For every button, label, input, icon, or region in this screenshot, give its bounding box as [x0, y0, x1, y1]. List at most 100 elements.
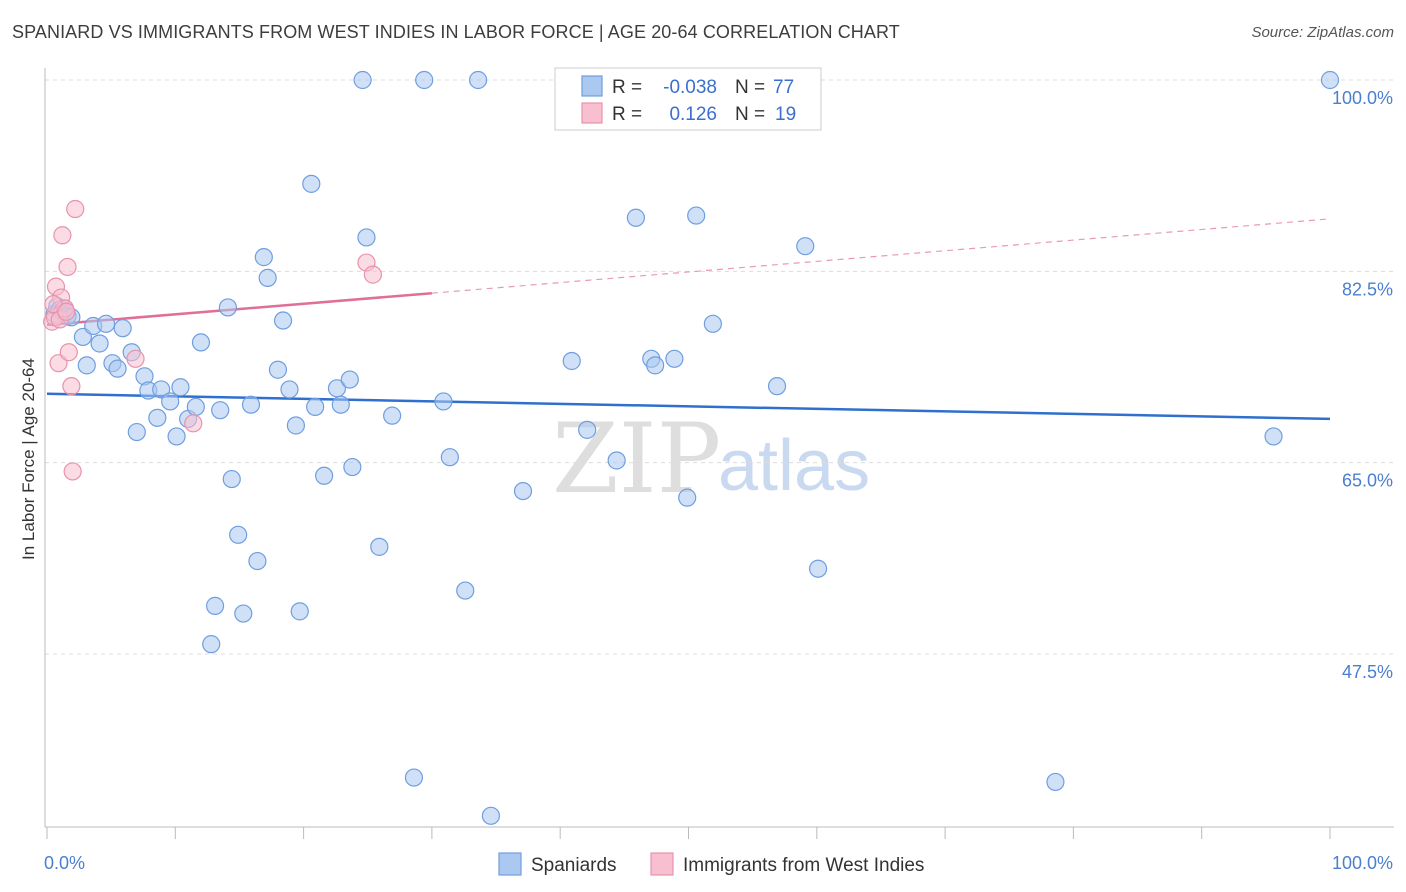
spaniards-point	[127, 422, 146, 442]
spaniards-point	[646, 356, 665, 375]
spaniards-point	[248, 551, 267, 571]
legend-n-label-1: N =	[735, 77, 765, 98]
spaniards-point	[222, 469, 241, 489]
west-indies-point	[58, 257, 77, 277]
spaniards-point	[254, 248, 273, 267]
legend-n-label-2: N =	[735, 104, 765, 125]
spaniards-point	[357, 228, 376, 247]
spaniards-point	[404, 768, 424, 787]
west-indies-point	[63, 462, 82, 481]
legend-r-label-1: R =	[612, 77, 642, 98]
y-tick-label: 47.5%	[1342, 662, 1393, 682]
series-legend-swatch-spaniards	[498, 852, 522, 876]
spaniards-point	[468, 70, 488, 90]
legend-r-value-1: -0.038	[663, 77, 717, 98]
west-indies-point	[62, 377, 81, 396]
west-indies-points	[43, 199, 382, 481]
y-tick-labels: 47.5% 65.0% 82.5% 100.0%	[1332, 88, 1393, 682]
legend-n-value-1: 77	[773, 77, 794, 98]
legend-r-label-2: R =	[612, 104, 642, 125]
spaniards-point	[703, 314, 722, 333]
spaniards-point	[306, 397, 325, 417]
spaniards-point	[562, 351, 581, 371]
stats-legend: R = -0.038 N = 77 R = 0.126 N = 19	[554, 67, 822, 131]
west-indies-point	[59, 343, 78, 362]
spaniards-point	[302, 174, 321, 193]
west-indies-point	[66, 199, 85, 219]
spaniards-point	[383, 406, 402, 425]
spaniards-point	[665, 349, 684, 368]
y-axis-label: In Labor Force | Age 20-64	[19, 358, 38, 560]
series-legend-label-spaniards: Spaniards	[531, 855, 617, 876]
series-legend-label-west-indies: Immigrants from West Indies	[683, 855, 924, 876]
spaniards-point	[678, 488, 697, 507]
spaniards-point	[273, 311, 293, 330]
spaniards-point	[796, 237, 815, 256]
trend-line-west-indies-projection	[431, 218, 1331, 294]
y-tick-label: 82.5%	[1342, 279, 1393, 299]
spaniards-point	[1320, 70, 1340, 90]
spaniards-point	[218, 298, 238, 317]
spaniards-point	[148, 408, 167, 427]
spaniards-point	[234, 604, 253, 623]
spaniards-point	[205, 596, 225, 615]
west-indies-point	[126, 349, 145, 368]
spaniards-point	[96, 314, 116, 333]
legend-swatch-west-indies	[581, 102, 603, 124]
spaniards-point	[767, 377, 787, 396]
source-label: Source: ZipAtlas.com	[1251, 24, 1394, 41]
spaniards-point	[343, 457, 362, 477]
spaniards-point	[1264, 427, 1283, 446]
y-tick-label: 65.0%	[1342, 471, 1393, 491]
spaniards-point	[687, 206, 706, 225]
spaniards-point	[1046, 772, 1065, 792]
trend-line-spaniards	[46, 392, 1331, 421]
spaniards-point	[290, 602, 309, 621]
spaniards-point	[167, 427, 186, 446]
spaniards-point	[268, 360, 288, 379]
spaniards-point	[315, 466, 334, 485]
gridlines	[45, 79, 1394, 655]
spaniards-point	[77, 356, 96, 375]
trend-lines	[46, 218, 1331, 421]
spaniards-point	[152, 380, 171, 399]
spaniards-point	[513, 481, 533, 501]
x-tick-label-min: 0.0%	[44, 853, 85, 873]
legend-r-value-2: 0.126	[669, 104, 717, 125]
spaniards-point	[186, 397, 205, 417]
spaniards-point	[626, 208, 645, 227]
spaniards-point	[211, 401, 230, 420]
spaniards-point	[607, 451, 626, 470]
y-tick-label: 100.0%	[1332, 88, 1393, 108]
spaniards-point	[241, 395, 261, 414]
spaniards-point	[578, 420, 597, 439]
spaniards-point	[191, 333, 211, 352]
spaniards-point	[415, 70, 434, 90]
spaniards-point	[171, 378, 190, 397]
spaniards-point	[280, 380, 299, 399]
spaniards-point	[108, 359, 127, 378]
spaniards-point	[808, 559, 828, 578]
west-indies-point	[363, 265, 382, 284]
series-legend: Spaniards Immigrants from West Indies	[498, 852, 924, 876]
west-indies-point	[184, 414, 203, 433]
spaniards-point	[286, 416, 306, 435]
west-indies-point	[53, 226, 72, 245]
chart-title: SPANIARD VS IMMIGRANTS FROM WEST INDIES …	[12, 22, 900, 42]
spaniards-point	[229, 525, 248, 544]
spaniards-point	[340, 370, 359, 389]
spaniards-point	[258, 268, 277, 287]
spaniards-point	[202, 635, 221, 654]
spaniards-point	[440, 448, 459, 467]
spaniards-point	[161, 392, 180, 411]
spaniards-point	[434, 392, 453, 411]
legend-swatch-spaniards	[581, 75, 603, 97]
spaniards-point	[353, 70, 372, 90]
spaniards-point	[90, 334, 109, 353]
x-tick-label-max: 100.0%	[1332, 853, 1393, 873]
series-legend-swatch-west-indies	[650, 852, 674, 876]
spaniards-point	[456, 581, 475, 600]
spaniards-point	[331, 395, 350, 414]
spaniards-point	[113, 319, 132, 338]
